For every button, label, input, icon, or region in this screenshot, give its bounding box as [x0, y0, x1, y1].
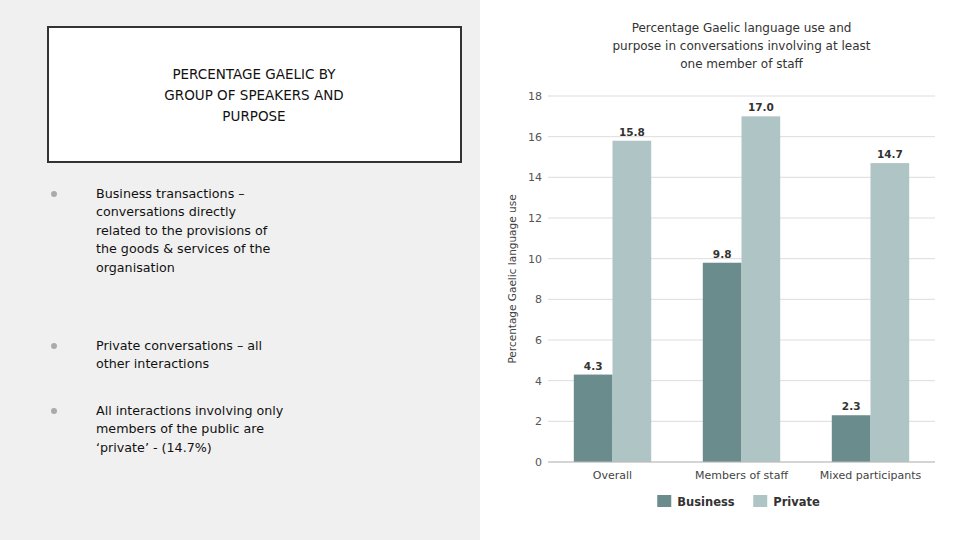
text-line: All interactions involving only [96, 403, 284, 418]
y-tick-label: 0 [535, 456, 542, 469]
text-line: conversations directly [96, 204, 236, 219]
y-tick-label: 2 [535, 415, 542, 428]
bar [742, 116, 781, 462]
text-line: one member of staff [680, 57, 803, 71]
text-line: GROUP OF SPEAKERS AND [164, 87, 343, 103]
text-line: the goods & services of the [96, 241, 270, 256]
y-tick-label: 18 [528, 90, 542, 103]
text-line: organisation [96, 260, 175, 275]
y-tick-label: 14 [528, 171, 542, 184]
text-line: Percentage Gaelic language use and [632, 21, 852, 35]
text-line: purpose in conversations involving at le… [612, 39, 870, 53]
left-panel [0, 0, 480, 540]
title-box [48, 27, 461, 162]
grid-line [548, 462, 935, 463]
bullet [51, 191, 57, 197]
y-tick-label: 10 [528, 253, 542, 266]
text-line: related to the provisions of [96, 223, 268, 238]
y-tick-label: 12 [528, 212, 542, 225]
text-line: Private conversations – all [96, 338, 262, 353]
data-label: 17.0 [748, 101, 774, 113]
bullet [51, 408, 57, 414]
text-line: PERCENTAGE GAELIC BY [172, 66, 336, 82]
grid-line [548, 96, 935, 97]
y-tick-label: 8 [535, 293, 542, 306]
bar [613, 141, 652, 462]
data-labels: 4.3 9.8 2.3 15.8 17.0 14.7 [584, 101, 903, 412]
bar [871, 163, 910, 462]
y-axis-label: Percentage Gaelic language use [506, 194, 518, 363]
legend-swatch [657, 495, 671, 507]
y-tick-label: 16 [528, 131, 542, 144]
y-axis: 0 2 4 6 8 10 12 14 16 18 [528, 90, 935, 469]
x-tick-label: Overall [593, 469, 632, 482]
legend: Business Private [657, 495, 820, 509]
text-line: ‘private’ - (14.7%) [96, 440, 212, 455]
data-label: 14.7 [877, 148, 903, 160]
title-box-text: PERCENTAGE GAELIC BY GROUP OF SPEAKERS AN… [164, 66, 343, 124]
legend-label: Private [773, 495, 820, 509]
y-tick-label: 4 [535, 375, 542, 388]
bullet-text: Private conversations – all other interac… [96, 338, 262, 371]
legend-label: Business [677, 495, 735, 509]
chart-root: PERCENTAGE GAELIC BY GROUP OF SPEAKERS AN… [0, 0, 960, 540]
text-line: other interactions [96, 356, 209, 371]
bar [574, 375, 613, 462]
chart-title: Percentage Gaelic language use and purpos… [612, 21, 870, 71]
bullet-text: Business transactions – conversations dir… [96, 186, 270, 275]
data-label: 4.3 [584, 360, 603, 372]
y-tick-label: 6 [535, 334, 542, 347]
data-label: 2.3 [842, 400, 861, 412]
plot-area [548, 96, 935, 462]
bullet-text: All interactions involving only members o… [96, 403, 284, 455]
x-tick-label: Members of staff [695, 469, 788, 482]
page: {"chart_data": { "type": "bar", "title":… [0, 0, 960, 540]
bars [574, 116, 909, 462]
text-line: PURPOSE [222, 108, 285, 124]
text-line: members of the public are [96, 421, 264, 436]
bullet [51, 343, 57, 349]
data-label: 15.8 [619, 126, 645, 138]
bar [832, 415, 871, 462]
legend-swatch [753, 495, 767, 507]
text-line: Business transactions – [96, 186, 245, 201]
data-label: 9.8 [713, 248, 732, 260]
bar [703, 263, 742, 462]
x-tick-label: Mixed participants [820, 469, 922, 482]
x-axis-line [548, 462, 935, 463]
